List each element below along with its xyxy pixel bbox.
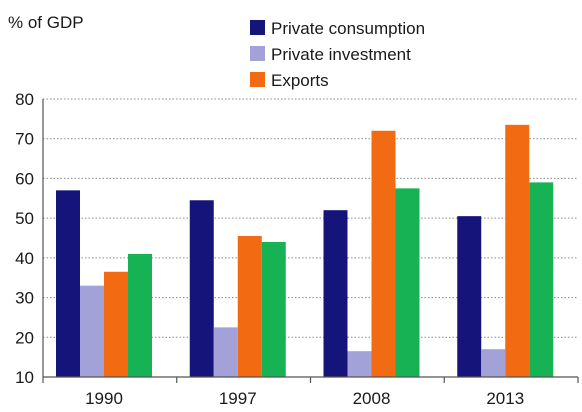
- bar-1997-series-4: [261, 241, 286, 377]
- y-tick-label: 70: [15, 130, 34, 149]
- x-tick-label-2008: 2008: [353, 389, 391, 408]
- gridlines: [43, 98, 578, 338]
- legend: Private consumption Private investment Exp…: [250, 19, 425, 90]
- bars: [56, 124, 554, 377]
- legend-label-1: Private consumption: [271, 19, 425, 38]
- bar-2008-series-2: [347, 351, 372, 377]
- bar-1990-series-1: [56, 190, 80, 377]
- y-tick-labels: 10 20 30 40 50 60 70 80: [15, 90, 34, 387]
- bar-2013-series-3: [505, 124, 530, 377]
- legend-label-2: Private investment: [271, 45, 411, 64]
- axes: [42, 99, 579, 383]
- legend-swatch-2: [250, 46, 265, 61]
- bar-1990-series-4: [128, 253, 152, 377]
- bar-1997-series-2: [213, 327, 238, 377]
- legend-swatch-3: [250, 72, 265, 87]
- y-tick-label: 20: [15, 328, 34, 347]
- bar-2008-series-4: [395, 188, 420, 377]
- bar-1990-series-2: [80, 285, 104, 377]
- bar-1997-series-1: [189, 200, 214, 377]
- y-tick-label: 30: [15, 289, 34, 308]
- y-tick-label: 10: [15, 368, 34, 387]
- y-axis-label: % of GDP: [8, 13, 84, 32]
- bar-2013-series-4: [529, 182, 554, 377]
- bar-2008-series-1: [323, 210, 348, 377]
- bar-2013-series-1: [457, 216, 482, 377]
- x-tick-label-1997: 1997: [219, 389, 257, 408]
- bar-2013-series-2: [481, 349, 506, 377]
- x-tick-label-1990: 1990: [85, 389, 123, 408]
- y-tick-label: 40: [15, 249, 34, 268]
- legend-swatch-1: [250, 20, 265, 35]
- y-tick-label: 50: [15, 209, 34, 228]
- y-tick-label: 80: [15, 90, 34, 109]
- x-tick-label-2013: 2013: [486, 389, 524, 408]
- legend-label-3: Exports: [271, 71, 329, 90]
- bar-1997-series-3: [237, 236, 262, 377]
- bar-2008-series-3: [371, 130, 396, 377]
- x-tick-labels: 1990 1997 2008 2013: [85, 389, 524, 408]
- bar-1990-series-3: [104, 271, 128, 377]
- y-tick-label: 60: [15, 169, 34, 188]
